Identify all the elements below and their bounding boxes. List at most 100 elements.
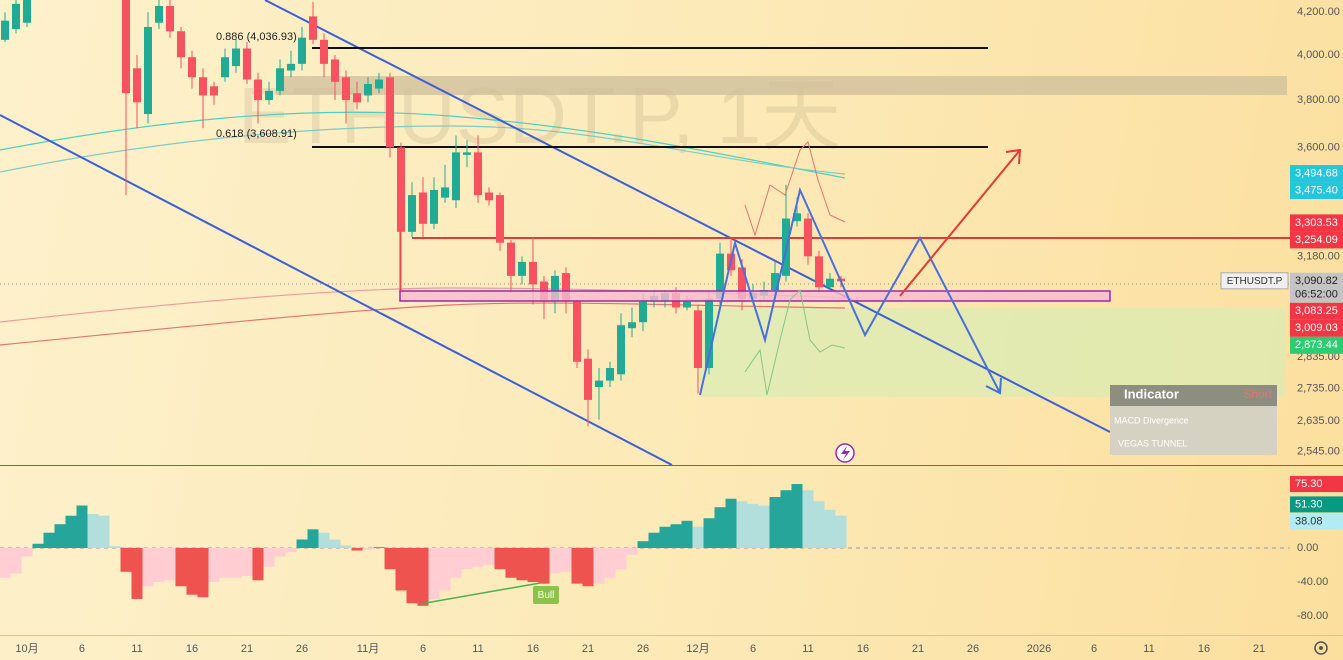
x-tick-label: 6 <box>79 643 85 655</box>
histogram-bar <box>175 547 187 587</box>
candle-body <box>584 358 593 400</box>
x-tick-label: 21 <box>912 643 924 655</box>
candle-body <box>738 267 747 299</box>
indicator-line <box>744 141 846 237</box>
x-tick-label: 2026 <box>1027 643 1051 655</box>
candle-body <box>639 301 648 323</box>
ema-line <box>0 111 846 179</box>
price-badge <box>1290 272 1343 303</box>
candle-body <box>353 93 362 103</box>
candle-body <box>254 79 262 101</box>
value-badge-label: 51.30 <box>1295 498 1323 510</box>
panel-header <box>1110 385 1277 406</box>
candle-body <box>176 31 185 58</box>
fib-label: 0.886 (4,036.93) <box>216 31 297 43</box>
y-tick-label: 3,600.00 <box>1297 141 1340 153</box>
divergence-line <box>419 582 541 605</box>
histogram-bar <box>362 547 374 550</box>
y-tick-label: -40.00 <box>1297 576 1328 588</box>
histogram-bar <box>318 532 330 548</box>
histogram-bar <box>439 547 451 591</box>
histogram-bar <box>835 515 847 548</box>
alert-bolt <box>841 446 850 460</box>
y-tick-label: 0.00 <box>1297 542 1318 554</box>
histogram-bar <box>98 515 110 548</box>
histogram-bar <box>538 547 550 584</box>
histogram-bar <box>450 547 462 578</box>
y-tick-label: -80.00 <box>1297 610 1328 622</box>
histogram-bar <box>703 518 715 548</box>
histogram-bar <box>241 547 253 577</box>
histogram-bar <box>692 526 704 548</box>
candle-body <box>121 0 130 94</box>
candle-body <box>430 189 439 224</box>
price-badge <box>1290 336 1343 354</box>
price-badge <box>1290 214 1343 232</box>
y-tick-label: 3,800.00 <box>1297 94 1340 106</box>
candle-body <box>694 310 703 369</box>
x-tick-label: 16 <box>186 643 198 655</box>
candle-body <box>419 192 428 224</box>
histogram-bar <box>10 547 22 574</box>
histogram-bar <box>340 545 352 548</box>
price-badge-label: 3,254.09 <box>1295 234 1338 246</box>
histogram-bar <box>329 539 341 548</box>
candle-body <box>815 256 824 288</box>
candle-body <box>452 152 461 201</box>
candle-body <box>386 77 395 148</box>
histogram-bar <box>758 505 770 548</box>
candle-body <box>143 26 152 115</box>
histogram-bar <box>527 547 539 582</box>
x-tick-label: 11 <box>1143 643 1154 655</box>
candle-body <box>331 59 340 82</box>
candle-body <box>276 68 285 91</box>
histogram-bar <box>208 547 220 582</box>
candle-body <box>551 275 560 302</box>
histogram-bar <box>406 547 418 604</box>
histogram-bar <box>186 547 198 595</box>
alert-icon[interactable] <box>835 443 855 463</box>
y-tick-label: 2,835.00 <box>1297 351 1340 363</box>
histogram-bar <box>582 547 594 587</box>
y-tick-label: 2,545.00 <box>1297 446 1340 458</box>
panel-item: VEGAS TUNNEL <box>1118 438 1187 448</box>
price-badge-label: 3,083.25 <box>1295 305 1338 317</box>
histogram-bar <box>252 547 264 581</box>
histogram-bar <box>725 498 737 548</box>
indicator-line <box>744 288 846 396</box>
histogram-bar <box>802 490 814 548</box>
settings-gear[interactable] <box>1314 641 1328 655</box>
candle-body <box>320 39 329 64</box>
y-tick-label: 4,000.00 <box>1297 49 1340 61</box>
histogram-bar <box>131 547 143 599</box>
histogram-bar <box>670 524 682 548</box>
histogram-bar <box>560 547 572 572</box>
histogram-bar <box>637 541 649 548</box>
candle-body <box>342 77 351 101</box>
x-tick-label: 6 <box>750 643 756 655</box>
histogram-bar <box>571 547 583 584</box>
price-badge <box>1290 165 1343 183</box>
price-badge-label: 3,090.82 <box>1295 275 1338 287</box>
settings-dot <box>1319 646 1323 650</box>
support-box <box>399 290 1111 302</box>
candle-body <box>220 57 229 78</box>
candle-body <box>0 20 9 40</box>
settings-icon[interactable] <box>1314 641 1328 655</box>
x-tick-label: 21 <box>582 643 594 655</box>
value-badge <box>1290 496 1343 513</box>
histogram-bar <box>32 543 44 548</box>
histogram-bar <box>197 547 209 598</box>
histogram-bar <box>153 547 165 582</box>
ema-line <box>0 302 846 346</box>
candle-body <box>606 368 615 381</box>
price-badge <box>1290 231 1343 249</box>
x-tick-label: 16 <box>527 643 539 655</box>
candle-body <box>209 86 218 96</box>
candle-body <box>298 37 307 64</box>
candle-body <box>375 79 384 89</box>
candle-body <box>617 325 626 375</box>
candle-body <box>529 261 538 285</box>
trend-line <box>0 114 673 465</box>
